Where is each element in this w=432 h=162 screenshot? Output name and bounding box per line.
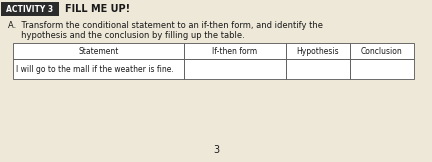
Text: A.  Transform the conditional statement to an if-then form, and identify the: A. Transform the conditional statement t…	[8, 22, 323, 30]
Text: hypothesis and the conclusion by filling up the table.: hypothesis and the conclusion by filling…	[8, 31, 245, 40]
Bar	[184, 43, 286, 59]
Bar	[349, 59, 413, 79]
Bar	[349, 43, 413, 59]
Text: Statement: Statement	[79, 46, 119, 56]
Text: ACTIVITY 3: ACTIVITY 3	[6, 5, 54, 13]
Text: I will go to the mall if the weather is fine.: I will go to the mall if the weather is …	[16, 64, 174, 74]
Bar	[13, 43, 184, 59]
Bar	[286, 43, 349, 59]
Text: Hypothesis: Hypothesis	[296, 46, 339, 56]
Bar	[13, 59, 184, 79]
Bar	[1, 2, 59, 16]
Text: FILL ME UP!: FILL ME UP!	[65, 4, 130, 14]
Text: Conclusion: Conclusion	[361, 46, 403, 56]
Bar	[286, 59, 349, 79]
Text: 3: 3	[213, 145, 219, 155]
Bar	[184, 59, 286, 79]
Text: If-then form: If-then form	[213, 46, 257, 56]
